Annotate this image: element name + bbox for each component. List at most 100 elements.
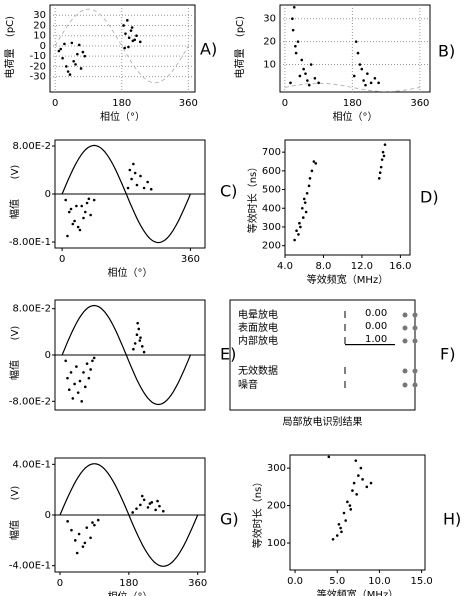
point	[89, 213, 92, 217]
value-label: 1.00	[365, 334, 387, 345]
y-tick-label: -4.00E-1	[9, 561, 51, 572]
point	[135, 507, 138, 510]
point	[64, 198, 67, 202]
panel-title: 局部放电识别结果	[283, 415, 363, 428]
point	[69, 371, 73, 374]
point	[136, 321, 139, 325]
point	[304, 72, 307, 75]
y-axis-unit: (pC)	[235, 16, 246, 37]
point	[339, 526, 342, 530]
point	[83, 210, 87, 214]
plot-frame	[284, 139, 411, 256]
y-tick-label: 200	[267, 501, 286, 512]
point	[346, 500, 349, 504]
point	[135, 183, 139, 187]
point	[383, 143, 387, 146]
point	[71, 222, 75, 226]
y-tick-label: -10	[30, 51, 46, 62]
indicator	[402, 338, 408, 344]
point	[135, 34, 138, 38]
point	[146, 506, 150, 509]
point	[92, 198, 96, 202]
point	[294, 44, 297, 48]
point	[133, 171, 137, 175]
point	[148, 502, 152, 505]
y-tick-label: 300	[262, 222, 281, 233]
y-tick-label: -30	[30, 72, 46, 83]
y-axis-unit: (V)	[10, 165, 21, 180]
point	[344, 519, 347, 522]
y-tick-label: 600	[262, 166, 281, 177]
x-tick-label: 8.0	[316, 261, 332, 272]
plot-frame	[279, 4, 431, 93]
panel-label: A)	[200, 40, 217, 59]
point	[75, 551, 79, 555]
x-tick-label: 15.0	[410, 576, 432, 587]
point	[294, 51, 298, 55]
point	[126, 19, 129, 22]
indicator	[412, 382, 418, 388]
y-tick-label: 8.00E-2	[12, 141, 51, 152]
point	[85, 526, 89, 529]
point	[138, 339, 142, 342]
point	[92, 356, 96, 360]
point	[364, 83, 367, 87]
point	[133, 38, 137, 42]
plot-frame	[289, 454, 426, 571]
point	[126, 186, 130, 190]
point	[298, 74, 302, 78]
point	[304, 210, 308, 214]
point	[74, 63, 77, 66]
point	[82, 216, 85, 220]
y-axis-label: 等效时长（ns）	[246, 162, 259, 234]
y-tick-label: 0	[45, 350, 51, 361]
point	[80, 204, 84, 208]
point	[77, 532, 81, 536]
point	[72, 59, 75, 63]
x-tick-label: 180	[112, 98, 131, 109]
point	[91, 359, 94, 363]
point	[156, 499, 159, 503]
point	[357, 474, 360, 477]
point	[335, 534, 339, 537]
point	[66, 70, 70, 73]
point	[289, 81, 292, 85]
point	[361, 478, 364, 481]
point	[85, 201, 89, 205]
point	[306, 79, 309, 82]
y-tick-label: 700	[262, 147, 281, 158]
x-axis-label: 相位（°）	[108, 266, 153, 279]
x-tick-label: 0.0	[287, 576, 303, 587]
y-axis-unit: (V)	[10, 326, 21, 341]
point	[309, 63, 313, 66]
point	[146, 180, 149, 184]
point	[70, 41, 74, 45]
x-tick-label: 0	[52, 98, 58, 109]
x-tick-label: 360	[181, 254, 200, 265]
point	[83, 385, 87, 389]
value-label: 0.00	[365, 321, 387, 332]
point	[130, 26, 134, 29]
point	[76, 52, 79, 56]
category-label: 内部放电	[238, 334, 278, 347]
point	[381, 150, 385, 154]
point	[78, 379, 82, 383]
point	[150, 501, 154, 504]
x-tick-label: 10.0	[368, 576, 390, 587]
category-label: 噪音	[238, 378, 258, 391]
point	[158, 504, 161, 508]
category-label: 电晕放电	[238, 308, 278, 321]
point	[313, 76, 317, 80]
panel-label: B)	[438, 42, 455, 61]
point	[87, 376, 91, 380]
point	[302, 197, 306, 201]
plot-frame	[49, 4, 196, 93]
point	[123, 46, 127, 50]
y-axis-label: 电荷量	[233, 49, 246, 79]
point	[96, 518, 100, 522]
point	[83, 54, 87, 58]
point	[79, 67, 83, 70]
point	[366, 72, 369, 75]
indicator	[412, 312, 418, 318]
